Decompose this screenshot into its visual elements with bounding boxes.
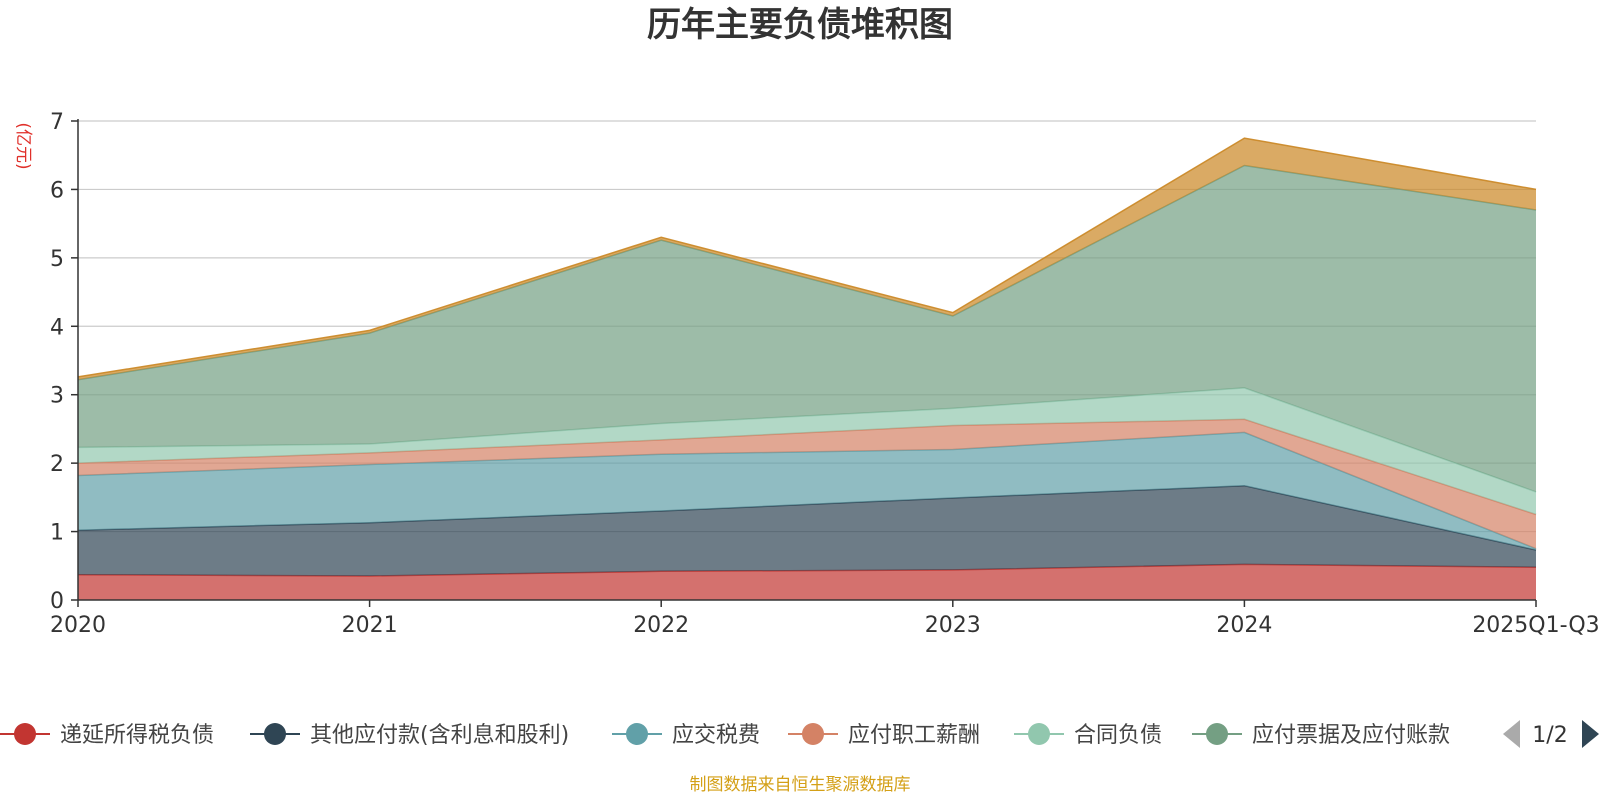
legend-item[interactable]: 应交税费 bbox=[612, 723, 760, 748]
chart-title: 历年主要负债堆积图 bbox=[647, 5, 953, 45]
y-tick-label: 0 bbox=[50, 589, 64, 614]
x-tick-label: 2021 bbox=[342, 613, 398, 638]
legend-label: 其他应付款(含利息和股利) bbox=[310, 723, 569, 748]
area-其他负债 bbox=[78, 138, 1536, 380]
y-tick-label: 6 bbox=[50, 178, 64, 203]
legend-item[interactable]: 递延所得税负债 bbox=[0, 723, 214, 748]
legend-label: 应付职工薪酬 bbox=[848, 723, 980, 748]
legend-marker bbox=[1028, 723, 1050, 745]
data-source-note: 制图数据来自恒生聚源数据库 bbox=[690, 775, 911, 795]
legend-pager: 1/2 bbox=[1503, 720, 1599, 748]
legend-marker bbox=[264, 723, 286, 745]
legend-marker bbox=[1206, 723, 1228, 745]
x-tick-label: 2022 bbox=[633, 613, 689, 638]
legend-marker bbox=[626, 723, 648, 745]
legend-marker bbox=[802, 723, 824, 745]
legend-next-icon[interactable] bbox=[1582, 720, 1599, 748]
legend-label: 应付票据及应付账款 bbox=[1252, 723, 1450, 748]
area-合同负债 bbox=[78, 387, 1536, 515]
legend-label: 应交税费 bbox=[672, 723, 760, 748]
legend-item[interactable]: 应付票据及应付账款 bbox=[1192, 723, 1450, 748]
legend-marker bbox=[14, 723, 36, 745]
y-tick-label: 3 bbox=[50, 384, 64, 409]
y-axis-unit: (亿元) bbox=[13, 122, 33, 169]
area-递延所得税负债 bbox=[78, 564, 1536, 600]
legend-label: 递延所得税负债 bbox=[60, 723, 214, 748]
legend-item[interactable]: 其他应付款(含利息和股利) bbox=[250, 723, 569, 748]
series-line-其他负债 bbox=[77, 137, 1537, 378]
x-tick-label: 2025Q1-Q3 bbox=[1472, 613, 1599, 638]
area-其他应付款(含利息和股利) bbox=[78, 485, 1536, 576]
legend-item[interactable]: 应付职工薪酬 bbox=[788, 723, 980, 748]
area-应付票据及应付账款 bbox=[78, 165, 1536, 492]
y-tick-label: 1 bbox=[50, 521, 64, 546]
legend-label: 合同负债 bbox=[1074, 723, 1162, 748]
area-应付职工薪酬 bbox=[78, 419, 1536, 549]
x-tick-label: 2024 bbox=[1216, 613, 1272, 638]
legend-item[interactable]: 合同负债 bbox=[1014, 723, 1162, 748]
y-tick-label: 5 bbox=[50, 247, 64, 272]
y-tick-label: 2 bbox=[50, 452, 64, 477]
legend: 递延所得税负债 其他应付款(含利息和股利) 应交税费 应付职工薪酬 合同负债 应付票据及应… bbox=[0, 723, 1450, 748]
legend-page-indicator: 1/2 bbox=[1532, 723, 1567, 748]
axes: 0 1 2 3 4 5 6 7 2020 2021 2022 2023 2024 2025Q1-Q3 bbox=[50, 110, 1600, 638]
area-应交税费 bbox=[78, 432, 1536, 550]
series-line-应付职工薪酬 bbox=[77, 418, 1537, 516]
series-line-合同负债 bbox=[77, 387, 1537, 493]
legend-prev-icon[interactable] bbox=[1503, 720, 1520, 748]
x-tick-label: 2020 bbox=[50, 613, 106, 638]
x-tick-label: 2023 bbox=[925, 613, 981, 638]
y-tick-label: 4 bbox=[50, 315, 64, 340]
area-series bbox=[77, 137, 1537, 600]
y-tick-label: 7 bbox=[50, 110, 64, 135]
